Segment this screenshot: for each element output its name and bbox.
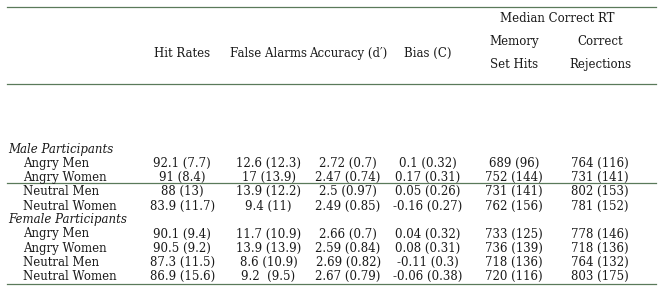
Text: 2.66 (0.7): 2.66 (0.7): [319, 228, 377, 240]
Text: 2.49 (0.85): 2.49 (0.85): [316, 200, 381, 213]
Text: 720 (116): 720 (116): [485, 270, 542, 283]
Text: 2.59 (0.84): 2.59 (0.84): [316, 242, 381, 255]
Text: 87.3 (11.5): 87.3 (11.5): [150, 256, 215, 269]
Text: 2.67 (0.79): 2.67 (0.79): [316, 270, 381, 283]
Text: 752 (144): 752 (144): [485, 171, 543, 184]
Text: 92.1 (7.7): 92.1 (7.7): [153, 157, 211, 170]
Text: 781 (152): 781 (152): [572, 200, 629, 213]
Text: 764 (132): 764 (132): [571, 256, 629, 269]
Text: Angry Women: Angry Women: [23, 171, 107, 184]
Text: 11.7 (10.9): 11.7 (10.9): [236, 228, 301, 240]
Text: 778 (146): 778 (146): [571, 228, 629, 240]
Text: 0.04 (0.32): 0.04 (0.32): [395, 228, 460, 240]
Text: Angry Men: Angry Men: [23, 157, 90, 170]
Text: Neutral Women: Neutral Women: [23, 270, 117, 283]
Text: 2.47 (0.74): 2.47 (0.74): [316, 171, 381, 184]
Text: Correct: Correct: [577, 35, 623, 48]
Text: Neutral Men: Neutral Men: [23, 256, 99, 269]
Text: Bias (C): Bias (C): [404, 47, 452, 60]
Text: Accuracy (d′): Accuracy (d′): [309, 47, 387, 60]
Text: Neutral Women: Neutral Women: [23, 200, 117, 213]
Text: 2.5 (0.97): 2.5 (0.97): [319, 185, 377, 198]
Text: 12.6 (12.3): 12.6 (12.3): [236, 157, 301, 170]
Text: Hit Rates: Hit Rates: [154, 47, 210, 60]
Text: 88 (13): 88 (13): [161, 185, 204, 198]
Text: 736 (139): 736 (139): [485, 242, 543, 255]
Text: 90.5 (9.2): 90.5 (9.2): [153, 242, 211, 255]
Text: 731 (141): 731 (141): [485, 185, 542, 198]
Text: 91 (8.4): 91 (8.4): [159, 171, 206, 184]
Text: 0.08 (0.31): 0.08 (0.31): [395, 242, 460, 255]
Text: 802 (153): 802 (153): [572, 185, 629, 198]
Text: Male Participants: Male Participants: [8, 143, 113, 156]
Text: Set Hits: Set Hits: [490, 58, 538, 71]
Text: 762 (156): 762 (156): [485, 200, 543, 213]
Text: 718 (136): 718 (136): [485, 256, 542, 269]
Text: -0.06 (0.38): -0.06 (0.38): [393, 270, 462, 283]
Text: 83.9 (11.7): 83.9 (11.7): [150, 200, 215, 213]
Text: 90.1 (9.4): 90.1 (9.4): [153, 228, 211, 240]
Text: Female Participants: Female Participants: [8, 213, 127, 226]
Text: 0.1 (0.32): 0.1 (0.32): [398, 157, 457, 170]
Text: Median Correct RT: Median Correct RT: [500, 12, 614, 25]
Text: 13.9 (12.2): 13.9 (12.2): [236, 185, 301, 198]
Text: 9.4 (11): 9.4 (11): [245, 200, 292, 213]
Text: 9.2  (9.5): 9.2 (9.5): [241, 270, 296, 283]
Text: -0.16 (0.27): -0.16 (0.27): [393, 200, 462, 213]
Text: Neutral Men: Neutral Men: [23, 185, 99, 198]
Text: -0.11 (0.3): -0.11 (0.3): [396, 256, 459, 269]
Text: Rejections: Rejections: [569, 58, 631, 71]
Text: Angry Women: Angry Women: [23, 242, 107, 255]
Text: 733 (125): 733 (125): [485, 228, 543, 240]
Text: 2.72 (0.7): 2.72 (0.7): [319, 157, 377, 170]
Text: 86.9 (15.6): 86.9 (15.6): [150, 270, 215, 283]
Text: 764 (116): 764 (116): [571, 157, 629, 170]
Text: 718 (136): 718 (136): [572, 242, 629, 255]
Text: Angry Men: Angry Men: [23, 228, 90, 240]
Text: Memory: Memory: [489, 35, 538, 48]
Text: False Alarms: False Alarms: [230, 47, 307, 60]
Text: 731 (141): 731 (141): [572, 171, 629, 184]
Text: 0.05 (0.26): 0.05 (0.26): [395, 185, 460, 198]
Text: 8.6 (10.9): 8.6 (10.9): [239, 256, 298, 269]
Text: 2.69 (0.82): 2.69 (0.82): [316, 256, 381, 269]
Text: 13.9 (13.9): 13.9 (13.9): [236, 242, 301, 255]
Text: 17 (13.9): 17 (13.9): [241, 171, 296, 184]
Text: 0.17 (0.31): 0.17 (0.31): [395, 171, 460, 184]
Text: 803 (175): 803 (175): [571, 270, 629, 283]
Text: 689 (96): 689 (96): [489, 157, 539, 170]
